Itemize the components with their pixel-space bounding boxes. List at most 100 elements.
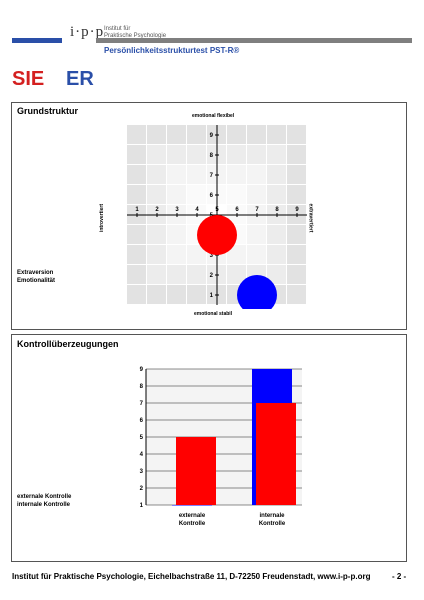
grid-cell	[147, 285, 166, 304]
x-category-label: externale	[179, 513, 206, 519]
legend-externale: externale Kontrolle	[17, 494, 72, 500]
y-tick-label: 7	[140, 401, 144, 407]
grid-cell	[247, 165, 266, 184]
logo-line-1: Institut für	[104, 26, 131, 32]
x-tick-label: 8	[275, 207, 279, 213]
grid-cell	[167, 185, 186, 204]
label-extravertiert: extravertiert	[307, 203, 314, 233]
grid-cell	[147, 225, 166, 244]
grid-cell	[187, 125, 206, 144]
x-tick-label: 6	[235, 207, 239, 213]
grid-cell	[287, 285, 306, 304]
x-tick-label: 3	[175, 207, 179, 213]
legend-emotionalitaet: Emotionalität	[17, 278, 56, 284]
y-tick-label: 4	[140, 452, 144, 458]
header-gray-bar	[96, 38, 412, 43]
header-blue-bar	[12, 38, 62, 43]
x-tick-label: 7	[255, 207, 259, 213]
ipp-logo: i·p·p	[70, 24, 105, 40]
label-introvertiert: introvertiert	[99, 203, 106, 233]
bar-er-0	[172, 505, 212, 506]
grid-cell	[147, 125, 166, 144]
grid-cell	[267, 185, 286, 204]
y-tick-label: 1	[210, 293, 214, 299]
kontrolle-title: Kontrollüberzeugungen	[17, 339, 119, 349]
grid-cell	[127, 145, 146, 164]
grid-cell	[287, 165, 306, 184]
y-tick-label: 9	[210, 133, 214, 139]
grid-cell	[127, 165, 146, 184]
y-tick-label: 3	[210, 253, 214, 259]
grid-cell	[187, 145, 206, 164]
grid-cell	[187, 285, 206, 304]
x-tick-label: 4	[195, 207, 199, 213]
logo-line-2: Praktische Psychologie	[104, 33, 167, 39]
grid-cell	[147, 265, 166, 284]
grid-cell	[147, 145, 166, 164]
grid-cell	[287, 245, 306, 264]
grundstruktur-title: Grundstruktur	[17, 106, 79, 116]
y-tick-label: 7	[210, 173, 214, 179]
grundstruktur-chart: 123456789123456789	[127, 125, 307, 309]
grid-cell	[187, 165, 206, 184]
label-emotional-stabil: emotional stabil	[194, 311, 233, 317]
kontrolle-chart: 1 2 3 4 5 6 7 8 9 externale Kontrolle internale Kont…	[140, 367, 302, 527]
heading-sie: SIE	[12, 68, 45, 90]
y-tick-label: 6	[210, 193, 214, 199]
y-tick-label: 2	[140, 486, 144, 492]
bar-sie-1	[256, 403, 296, 505]
grid-cell	[267, 165, 286, 184]
grid-cell	[267, 265, 286, 284]
heading-er: ER	[66, 68, 94, 90]
grid-cell	[267, 125, 286, 144]
grid-cell	[167, 245, 186, 264]
grid-cell	[227, 185, 246, 204]
grid-cell	[287, 145, 306, 164]
grid-cell	[187, 245, 206, 264]
y-tick-label: 8	[210, 153, 214, 159]
grid-cell	[127, 285, 146, 304]
x-category-label: Kontrolle	[259, 521, 286, 527]
grid-cell	[147, 185, 166, 204]
grid-cell	[227, 165, 246, 184]
grid-cell	[247, 125, 266, 144]
grid-cell	[187, 185, 206, 204]
grid-cell	[167, 265, 186, 284]
kontrolle-legend: externale Kontrolle internale Kontrolle	[17, 493, 71, 509]
grid-cell	[227, 245, 246, 264]
grid-cell	[227, 265, 246, 284]
x-tick-label: 5	[215, 207, 219, 213]
grid-cell	[227, 145, 246, 164]
grid-cell	[267, 245, 286, 264]
grid-cell	[287, 225, 306, 244]
grid-cell	[247, 185, 266, 204]
grid-cell	[127, 125, 146, 144]
legend-internale: internale Kontrolle	[17, 502, 71, 508]
x-tick-label: 9	[295, 207, 299, 213]
x-tick-label: 1	[135, 207, 139, 213]
point-sie	[197, 215, 237, 255]
x-category-label: Kontrolle	[179, 521, 206, 527]
grid-cell	[127, 245, 146, 264]
grund-legend: Extraversion Emotionalität	[17, 269, 55, 285]
label-emotional-flexibel: emotional flexibel	[192, 113, 235, 119]
grundstruktur-panel: Grundstruktur emotional flexibel emotion…	[11, 102, 407, 330]
y-tick-label: 6	[140, 418, 144, 424]
point-er	[237, 275, 277, 309]
grid-cell	[147, 165, 166, 184]
logo-subtitle: Institut für Praktische Psychologie	[104, 26, 166, 40]
grid-cell	[247, 245, 266, 264]
y-tick-label: 1	[140, 503, 144, 509]
x-tick-label: 2	[155, 207, 159, 213]
grid-cell	[267, 145, 286, 164]
grid-cell	[287, 125, 306, 144]
kontrolle-panel: Kontrollüberzeugungen externale Kontroll…	[11, 334, 407, 562]
y-tick-label: 5	[140, 435, 144, 441]
footer-address: Institut für Praktische Psychologie, Eic…	[12, 572, 371, 581]
grid-cell	[187, 265, 206, 284]
y-tick-label: 2	[210, 273, 214, 279]
grid-cell	[247, 225, 266, 244]
grid-cell	[167, 225, 186, 244]
y-tick-label: 3	[140, 469, 144, 475]
grid-cell	[127, 225, 146, 244]
